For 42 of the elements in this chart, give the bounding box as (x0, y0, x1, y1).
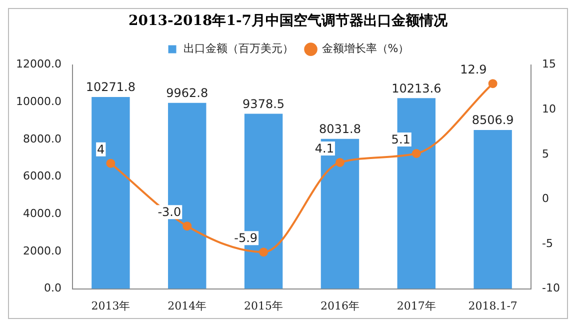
point (488, 79, 498, 88)
y2-tick-label: 0 (542, 192, 550, 206)
data-label: 8506.9 (472, 113, 514, 128)
x-tick-label: 2015年 (244, 299, 284, 312)
point (335, 158, 344, 167)
chart-title: 2013-2018年1-7月中国空气调节器出口金额情况 (128, 12, 449, 30)
data-label: 8031.8 (318, 122, 361, 136)
data-label: 4.1 (314, 142, 334, 156)
y-tick-label: 10000.0 (16, 94, 62, 108)
y2-tick-label: -5 (542, 236, 554, 250)
data-label: 9378.5 (242, 96, 285, 111)
data-label: 5.1 (391, 132, 410, 147)
bar (474, 130, 512, 289)
x-tick-label: 2018.1-7 (468, 299, 518, 312)
y-tick-label: 8000.0 (22, 132, 62, 146)
x-tick-label: 2016年 (320, 299, 360, 312)
point (412, 149, 421, 158)
x-tick-label: 2017年 (396, 299, 436, 312)
legend-label: 金额增长率（%） (322, 42, 410, 56)
y-tick-label: 0.0 (44, 282, 62, 295)
y2-tick-label: 15 (542, 58, 556, 71)
legend-label: 出口金额（百万美元） (183, 42, 294, 56)
y2-tick-label: 10 (542, 102, 556, 116)
point (259, 248, 268, 257)
y-tick-label: 12000.0 (16, 58, 62, 71)
x-tick-label: 2014年 (168, 299, 207, 312)
data-label: -5.9 (234, 231, 258, 246)
y-tick-label: 2000.0 (22, 244, 62, 258)
data-label: 10271.8 (86, 80, 136, 94)
data-label: 10213.6 (392, 81, 442, 96)
point (106, 158, 116, 168)
data-label: 4 (97, 142, 105, 156)
y-tick-label: 4000.0 (22, 206, 62, 220)
point (182, 222, 192, 231)
x-tick-label: 2013年 (91, 299, 130, 312)
data-label: -3.0 (158, 205, 182, 220)
y2-tick-label: 5 (542, 147, 550, 160)
bar (92, 97, 130, 289)
y2-tick-label: -10 (542, 282, 560, 295)
data-label: 9962.8 (166, 86, 208, 100)
data-label: 12.9 (460, 62, 487, 77)
y-tick-label: 6000.0 (22, 170, 62, 183)
